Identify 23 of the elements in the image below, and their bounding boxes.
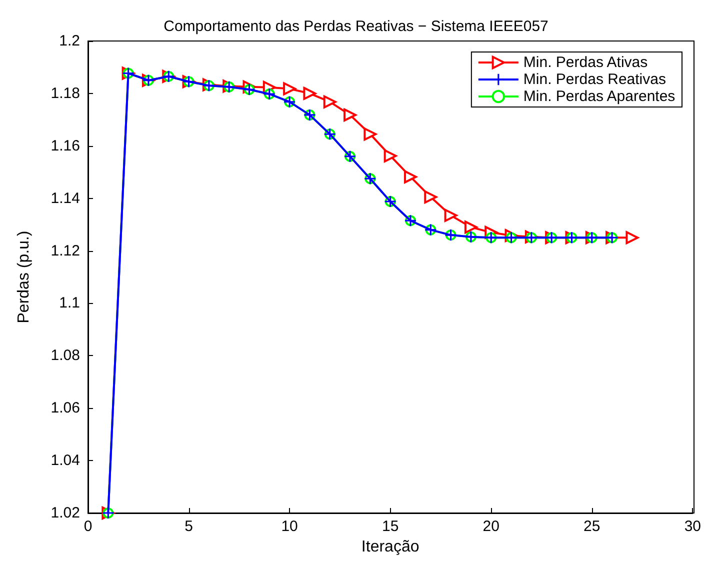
y-tick-label: 1.2 xyxy=(59,32,80,50)
y-tick-label: 1.14 xyxy=(50,190,80,207)
x-axis-title: Iteração xyxy=(361,538,420,556)
legend-label: Min. Perdas Ativas xyxy=(523,54,648,71)
x-tick-label: 5 xyxy=(184,518,193,535)
y-tick-label: 1.02 xyxy=(50,504,80,522)
y-tick-label: 1.16 xyxy=(50,137,80,154)
y-tick-label: 1.1 xyxy=(59,294,80,312)
y-axis-title: Perdas (p.u.) xyxy=(16,230,32,324)
legend-label: Min. Perdas Reativas xyxy=(523,71,666,88)
y-tick-label: 1.04 xyxy=(50,452,80,470)
x-tick-label: 25 xyxy=(584,518,600,535)
x-tick-label: 0 xyxy=(84,518,92,535)
x-tick-label: 15 xyxy=(382,518,399,535)
y-tick-label: 1.08 xyxy=(50,347,80,364)
x-tick-label: 30 xyxy=(684,518,701,535)
chart-title: Comportamento das Perdas Reativas − Sistema IEEE057 xyxy=(164,18,548,35)
legend-label: Min. Perdas Aparentes xyxy=(523,88,676,105)
x-tick-label: 10 xyxy=(281,518,298,535)
y-tick-label: 1.06 xyxy=(50,400,80,417)
y-tick-label: 1.12 xyxy=(50,242,80,260)
x-tick-label: 20 xyxy=(482,518,500,535)
y-tick-label: 1.18 xyxy=(50,84,80,102)
